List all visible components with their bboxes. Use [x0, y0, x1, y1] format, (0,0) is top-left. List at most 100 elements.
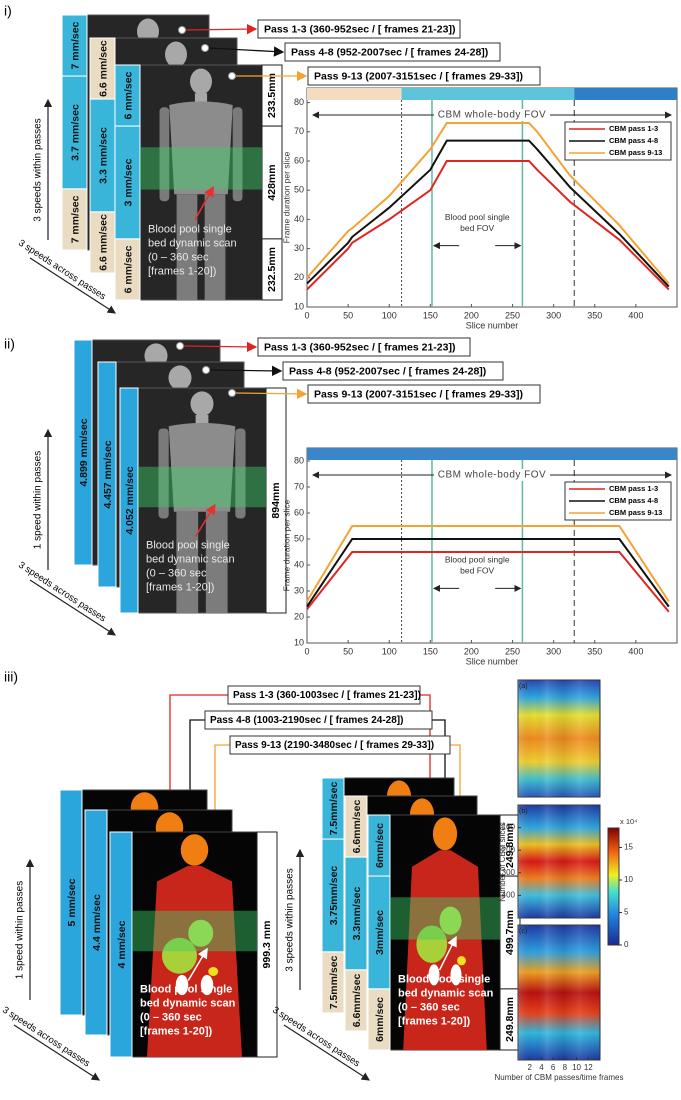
x-tick-label: 0: [304, 310, 309, 320]
body-torso: [169, 101, 233, 195]
pass-box: [307, 66, 541, 86]
fov-band: [307, 88, 402, 100]
arrow: [438, 935, 457, 971]
label-bg: [434, 109, 550, 121]
length-label: 999.3 mm: [261, 921, 273, 969]
length-label: 249.8mm: [504, 997, 516, 1042]
speed-segment: [321, 951, 345, 1014]
body-neck: [194, 93, 208, 103]
blood-pool-text: Blood pool single: [398, 973, 490, 985]
y-tick-label: 70: [294, 126, 304, 136]
series-line: [306, 551, 670, 613]
x-tick-label: 200: [464, 646, 479, 656]
pass-arrow: [208, 46, 285, 57]
pass-box: [227, 685, 421, 705]
y-tick-label: 300: [502, 868, 516, 877]
heatmap-texture: [518, 925, 600, 1060]
blood-pool-text: Blood pool single: [148, 223, 232, 235]
x-tick-label: 2: [527, 1063, 532, 1072]
colorbar-tick-label: 10: [624, 875, 633, 884]
body-torso: [168, 422, 236, 512]
x-tick-label: 100: [382, 310, 397, 320]
pass-label: Pass 4-8 (952-2007sec / [ frames 24-28]): [291, 46, 488, 58]
colorbar-tick-label: 15: [624, 843, 633, 852]
panel-label: iii): [4, 669, 18, 685]
x-tick-label: 200: [464, 310, 479, 320]
colorbar-tick-label: 5: [624, 908, 629, 917]
speed-label: 6 mm/sec: [122, 71, 134, 119]
body-head: [190, 68, 212, 95]
speed-segment: [119, 387, 139, 614]
y-axis-label: Frame duration per slice: [281, 499, 291, 591]
speed-label: 4 mm/sec: [116, 920, 128, 968]
speed-label: 5 mm/sec: [66, 878, 78, 926]
x-tick-label: 250: [505, 310, 520, 320]
speed-label: 3.7 mm/sec: [69, 104, 81, 161]
connector: [169, 694, 228, 790]
blood-pool-band: [390, 897, 500, 940]
pass-label: Pass 9-13 (2190-3480sec / [ frames 29-33…: [235, 740, 434, 751]
organ-kidney: [200, 974, 214, 996]
y-tick-label: 50: [294, 185, 304, 195]
annotation: Blood pool single: [445, 555, 510, 565]
series-line: [306, 122, 670, 285]
pass-dot: [202, 366, 210, 374]
y-tick-label: 20: [294, 272, 304, 282]
x-tick-label: 400: [628, 646, 643, 656]
speed-segment: [114, 238, 141, 301]
body-arm: [158, 428, 169, 519]
speed-label: 7.5mm/sec: [328, 955, 340, 1009]
pass-arrow: [185, 23, 258, 35]
body-neck: [195, 415, 209, 424]
y-tick-label: 200: [502, 845, 516, 854]
speed-label: 3.3mm/sec: [351, 886, 363, 940]
speed-label: 6.6mm/sec: [351, 800, 363, 854]
x-axis-label: Slice number: [466, 320, 519, 330]
pass-label: Pass 9-13 (2007-3151sec / [ frames 29-33…: [314, 388, 523, 400]
organ-spot: [457, 956, 466, 966]
speed-segment: [367, 988, 391, 1051]
length-label: 499.7mm: [504, 910, 516, 955]
blood-pool-text: (0 – 360 sec: [398, 1001, 460, 1013]
body-head: [168, 365, 192, 391]
panel-label: i): [4, 3, 12, 19]
pass-label: Pass 4-8 (952-2007sec / [ frames 24-28]): [289, 365, 486, 377]
x-tick-label: 100: [382, 646, 397, 656]
organ-heart: [188, 919, 214, 947]
x-tick-label: 300: [546, 310, 561, 320]
pass-label: Pass 4-8 (1003-2190sec / [ frames 24-28]…: [210, 715, 403, 726]
blood-pool-text: (0 – 360 sec: [146, 567, 207, 579]
y-tick-label: 400: [502, 891, 516, 900]
annotation: CBM whole-body FOV: [438, 110, 546, 121]
blood-pool-text: bed dynamic scan: [140, 997, 236, 1009]
y-axis-label: Number of CBM slices: [498, 822, 507, 902]
pass-arrow: [209, 365, 283, 377]
speed-label: 3.3 mm/sec: [97, 127, 109, 184]
y-tick-label: 30: [294, 243, 304, 253]
length-label: 894mm: [270, 482, 282, 518]
x-tick-label: 150: [423, 310, 438, 320]
y-tick-label: 30: [294, 585, 304, 595]
heatmap-texture: [518, 805, 600, 918]
body-leg: [176, 511, 199, 613]
organ-kidney: [428, 964, 440, 986]
legend-label: CBM pass 4-8: [609, 496, 658, 505]
within-label: 3 speeds within passes: [285, 868, 296, 971]
pass-arrow: [235, 388, 308, 400]
fov-band: [401, 88, 575, 100]
y-tick-label: 40: [294, 559, 304, 569]
within-label: 1 speed within passes: [15, 881, 26, 979]
blood-pool-text: bed dynamic scan: [148, 237, 237, 249]
legend-label: CBM pass 1-3: [609, 484, 658, 493]
colorbar-tick-label: 0: [624, 940, 629, 949]
colorbar: [607, 827, 620, 946]
speed-segment: [97, 361, 117, 588]
x-tick-label: 350: [587, 310, 602, 320]
heatmap-panel-label: (b): [519, 808, 528, 815]
speed-label: 4.4 mm/sec: [91, 894, 103, 951]
pass-dot: [201, 44, 209, 52]
blood-pool-text: [frames 1-20]): [146, 581, 214, 593]
heatmap-panel-label: (a): [519, 683, 528, 690]
body-arm: [159, 107, 170, 202]
